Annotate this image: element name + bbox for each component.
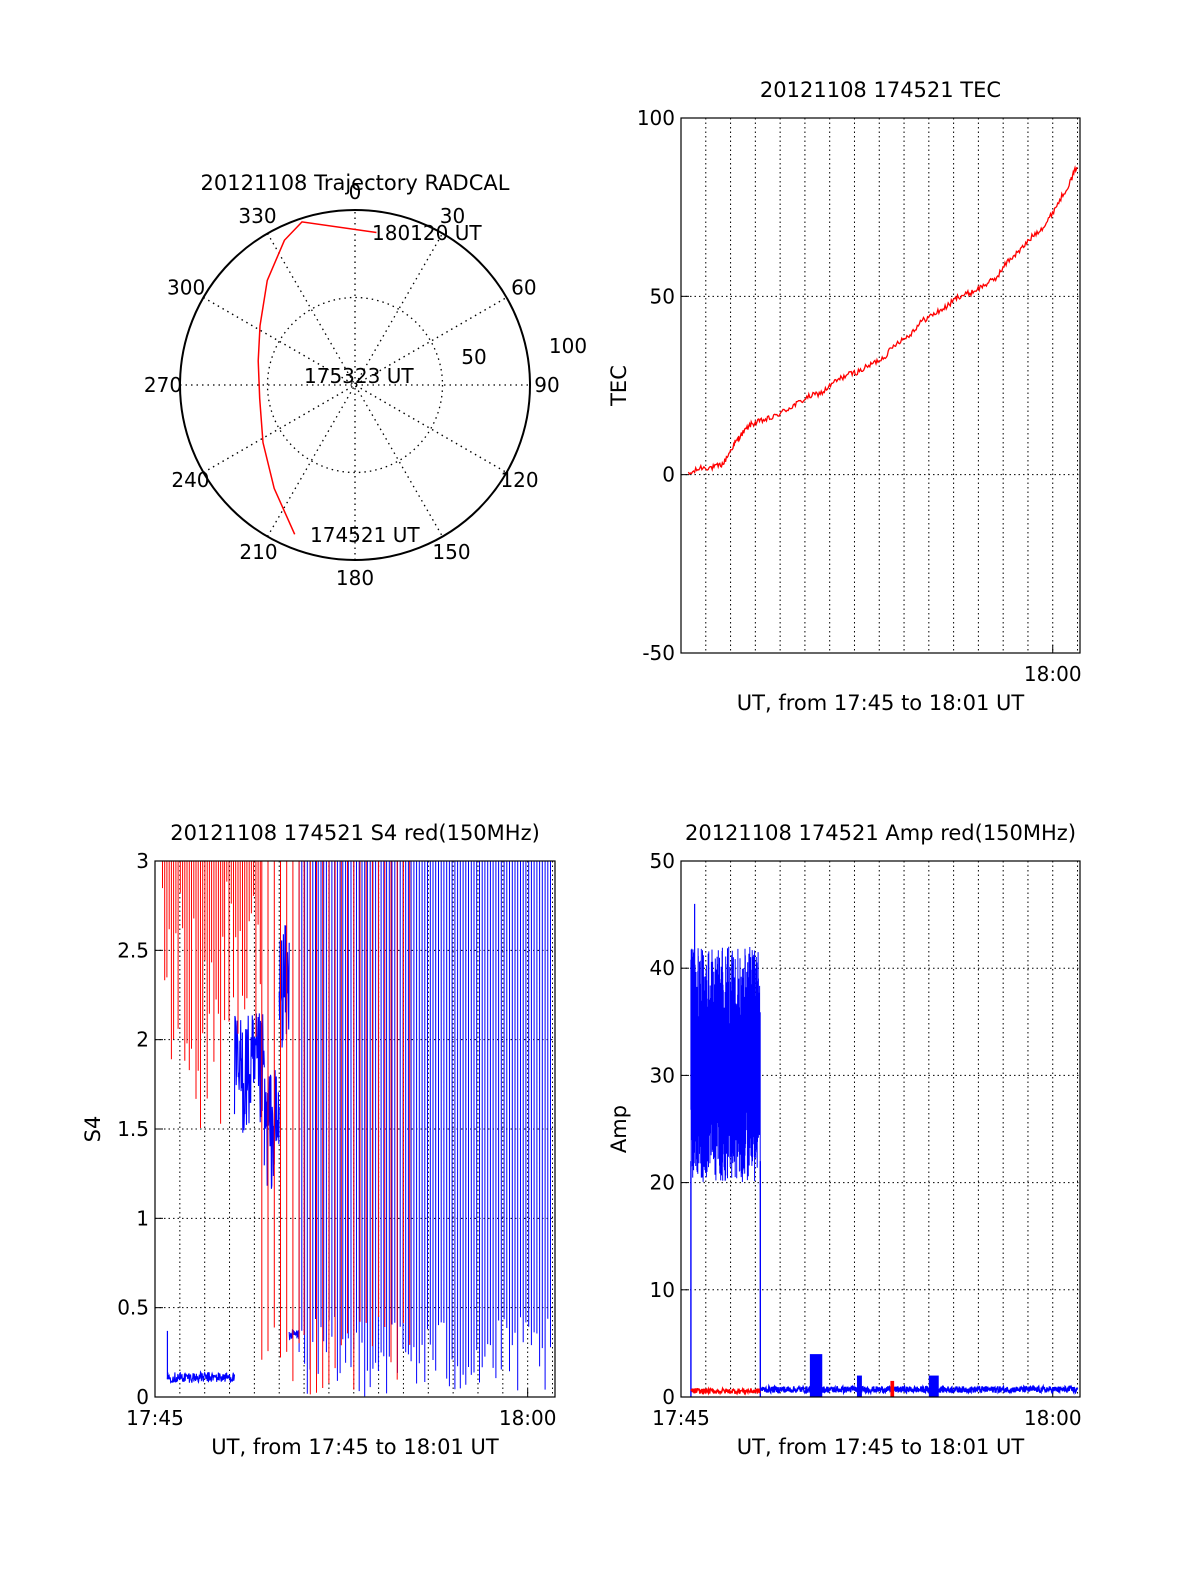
angle-label: 270: [144, 373, 182, 397]
y-tick-label: 40: [650, 956, 675, 980]
amp-blue-bump: [928, 1375, 939, 1397]
y-axis-label: Amp: [607, 1105, 631, 1153]
angle-label: 120: [500, 468, 538, 492]
polar-spoke: [266, 233, 444, 537]
amp-blue-band: [690, 946, 761, 1182]
s4-red-line: [224, 861, 261, 1037]
tec-line: [687, 165, 1078, 476]
amp-red-line: [690, 1386, 761, 1396]
annotation-start-time: 174521 UT: [310, 523, 420, 547]
s4-red-line: [261, 861, 300, 1382]
amp-blue-bump: [856, 1375, 862, 1397]
y-tick-label: 30: [650, 1063, 675, 1087]
y-tick-label: 0: [662, 1385, 675, 1409]
radial-label: 100: [549, 334, 587, 358]
y-tick-label: 50: [650, 849, 675, 873]
angle-label: 240: [171, 468, 209, 492]
angle-label: 180: [336, 566, 374, 590]
s4-blue-line: [233, 1013, 265, 1133]
amp-red-bump: [890, 1380, 895, 1397]
tec-chart: -50 0 50 100 18:00 20121108 174521 TEC UT, fro…: [607, 78, 1082, 715]
x-tick-label: 18:00: [1024, 1406, 1082, 1430]
radial-label: 50: [461, 345, 486, 369]
s4-red-line: [162, 861, 224, 1128]
y-tick-label: 2: [136, 1028, 149, 1052]
x-axis-label: UT, from 17:45 to 18:01 UT: [737, 1435, 1025, 1459]
x-tick-label: 17:45: [126, 1406, 184, 1430]
plot-frame: [680, 860, 1081, 1398]
chart-title: 20121108 174521 TEC: [760, 78, 1001, 102]
y-tick-label: 0.5: [117, 1296, 149, 1320]
plot-frame: [154, 860, 556, 1398]
trajectory-line: [257, 221, 377, 535]
chart-title: 20121108 174521 S4 red(150MHz): [170, 821, 540, 845]
y-tick-label: 2.5: [117, 938, 149, 962]
plot-frame: [680, 117, 1081, 654]
s4-blue-line: [166, 1370, 236, 1385]
angle-label: 150: [432, 540, 470, 564]
polar-grid-ring: [266, 296, 444, 474]
angle-label: 90: [534, 373, 559, 397]
x-tick-label: 18:00: [1024, 662, 1082, 686]
s4-red-line: [303, 861, 411, 1395]
x-axis-label: UT, from 17:45 to 18:01 UT: [737, 691, 1025, 715]
y-tick-label: 3: [136, 849, 149, 873]
annotation-end-time: 180120 UT: [372, 221, 482, 245]
polar-spoke: [203, 296, 507, 474]
y-tick-label: 0: [136, 1385, 149, 1409]
polar-spoke: [266, 233, 444, 537]
angle-label: 0: [349, 180, 362, 204]
chart-title: 20121108 174521 Amp red(150MHz): [685, 821, 1076, 845]
x-tick-label: 18:00: [499, 1406, 557, 1430]
angle-label: 210: [239, 540, 277, 564]
x-tick-label: 17:45: [652, 1406, 710, 1430]
y-axis-label: TEC: [607, 365, 631, 407]
y-axis-label: S4: [81, 1116, 105, 1143]
y-tick-label: 50: [650, 284, 675, 308]
x-axis-label: UT, from 17:45 to 18:01 UT: [211, 1435, 499, 1459]
amp-blue-bump: [809, 1354, 823, 1397]
angle-label: 300: [167, 276, 205, 300]
angle-label: 330: [238, 204, 276, 228]
s4-chart: 0 0.5 1 1.5 2 2.5 3 17:45 18:00 20121108 174521 S…: [81, 821, 556, 1459]
y-tick-label: 0: [662, 463, 675, 487]
chart-title: 20121108 Trajectory RADCAL: [201, 171, 510, 195]
s4-blue-line: [288, 1329, 300, 1341]
y-tick-label: 100: [637, 106, 675, 130]
trajectory-polar-chart: 0 30 60 90 120 150 180 210 240 270 300 330 50 100 2012…: [144, 171, 587, 590]
s4-blue-line: [263, 1070, 280, 1189]
s4-blue-line: [298, 861, 551, 1397]
annotation-mid-time: 175323 UT: [304, 364, 414, 388]
polar-spoke: [203, 296, 507, 474]
y-tick-label: -50: [642, 641, 675, 665]
amp-chart: 0 10 20 30 40 50 17:45 18:00 20121108 174521 Amp…: [607, 821, 1082, 1459]
y-tick-label: 10: [650, 1278, 675, 1302]
angle-label: 60: [511, 276, 536, 300]
amp-blue-line: [759, 1383, 1079, 1396]
y-tick-label: 20: [650, 1171, 675, 1195]
angle-label: 30: [440, 204, 465, 228]
y-tick-label: 1: [136, 1206, 149, 1230]
y-tick-label: 1.5: [117, 1117, 149, 1141]
